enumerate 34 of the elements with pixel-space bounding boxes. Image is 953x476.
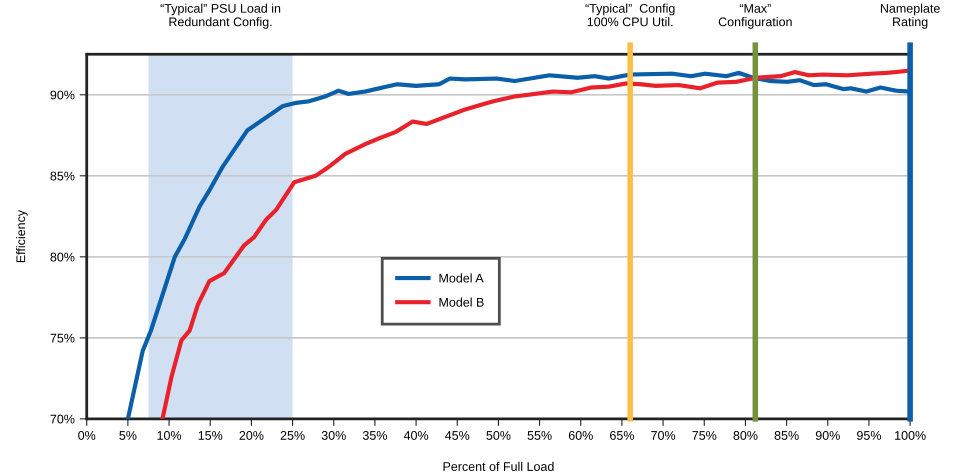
x-tick-label: 20% [240, 431, 264, 440]
ref-line-label: Nameplate Rating [880, 4, 940, 29]
x-tick-label: 35% [362, 431, 387, 440]
x-tick-label: 5% [119, 431, 136, 440]
x-tick-label: 85% [774, 431, 799, 440]
x-tick-label: 75% [692, 431, 716, 440]
x-tick-label: 90% [816, 431, 840, 440]
x-tick-label: 80% [733, 431, 758, 440]
x-tick-label: 100% [895, 431, 926, 440]
x-tick-label: 15% [198, 431, 222, 440]
x-tick-label: 25% [280, 431, 305, 440]
x-tick-label: 30% [322, 431, 346, 440]
x-axis-title: Percent of Full Load [444, 462, 554, 471]
x-tick-label: 65% [610, 431, 634, 440]
x-tick-label: 55% [528, 431, 552, 440]
y-tick-label: 90% [50, 90, 74, 100]
x-tick-label: 60% [568, 431, 593, 440]
x-tick-label: 70% [651, 431, 676, 440]
y-axis-title: Efficiency [16, 210, 28, 262]
x-tick-label: 95% [857, 431, 882, 440]
band-label: “Typical” PSU Load in Redundant Config. [160, 4, 280, 29]
ref-line-label: “Typical” Config 100% CPU Util. [585, 4, 675, 26]
x-tick-label: 40% [404, 431, 428, 440]
x-tick-label: 0% [78, 431, 96, 440]
ref-line-label: “Max” Configuration [718, 4, 792, 29]
y-tick-label: 70% [50, 414, 74, 424]
y-tick-label: 75% [50, 334, 74, 343]
y-tick-label: 85% [50, 172, 74, 180]
x-tick-label: 50% [486, 431, 510, 440]
legend-label: Model A [440, 273, 484, 283]
x-tick-label: 45% [445, 431, 470, 440]
legend-label: Model B [440, 298, 484, 307]
y-tick-label: 80% [50, 252, 74, 262]
x-tick-label: 10% [158, 431, 182, 440]
